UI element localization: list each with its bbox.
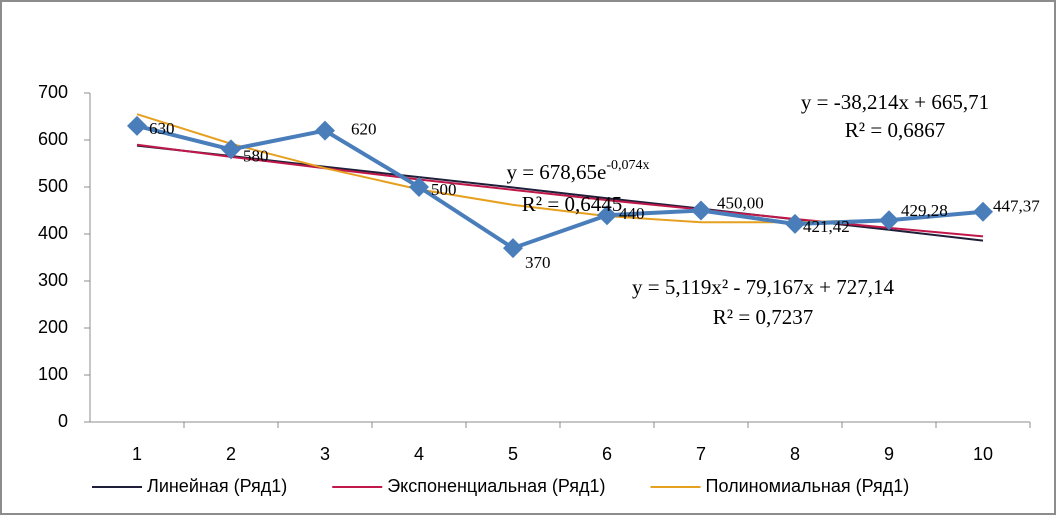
equation: y = 5,119x² - 79,167x + 727,14 [632, 275, 894, 299]
y-tick-label: 500 [38, 176, 68, 196]
equation: R² = 0,6445 [522, 192, 622, 216]
marker [221, 139, 241, 160]
data-label: 620 [351, 120, 377, 139]
data-label: 370 [525, 253, 551, 272]
x-tick-label: 2 [226, 444, 236, 464]
y-tick-label: 300 [38, 270, 68, 290]
x-tick-label: 10 [973, 444, 993, 464]
marker [409, 177, 429, 197]
equation: R² = 0,6867 [845, 118, 945, 142]
marker [597, 205, 617, 226]
x-tick-label: 6 [602, 444, 612, 464]
data-label: 500 [431, 180, 457, 199]
equation-text: y = 5,119x² - 79,167x + 727,14 [632, 275, 894, 299]
x-tick-label: 4 [414, 444, 424, 464]
data-line [136, 123, 984, 251]
equation-text: R² = 0,7237 [713, 305, 813, 329]
marker [127, 115, 147, 136]
x-tick-label: 3 [320, 444, 330, 464]
x-tick-label: 9 [884, 444, 894, 464]
marker [315, 120, 335, 141]
y-tick-label: 400 [38, 223, 68, 243]
legend-label: Экспоненциальная (Ряд1) [387, 476, 605, 496]
x-tick-label: 7 [696, 444, 706, 464]
y-tick-label: 200 [38, 317, 68, 337]
data-label: 630 [149, 119, 175, 138]
x-tick-label: 8 [790, 444, 800, 464]
equation-superscript: -0,074x [606, 158, 649, 173]
marker [503, 238, 523, 259]
data-label: 447,37 [993, 197, 1040, 216]
y-tick-label: 0 [58, 411, 68, 431]
equation: R² = 0,7237 [713, 305, 813, 329]
equation-text: R² = 0,6445 [522, 192, 622, 216]
trend-line [136, 144, 984, 242]
legend-label: Полиномиальная (Ряд1) [706, 476, 910, 496]
marker [785, 213, 805, 234]
data-label: 440 [619, 204, 645, 223]
x-tick-label: 5 [508, 444, 518, 464]
marker [691, 200, 711, 221]
equation: y = -38,214x + 665,71 [801, 90, 989, 114]
data-label: 421,42 [803, 217, 850, 236]
y-tick-label: 700 [38, 82, 68, 102]
equation-text: y = 678,65e [506, 160, 606, 184]
data-label: 450,00 [717, 193, 764, 212]
data-label: 580 [243, 146, 269, 165]
marker [973, 201, 993, 222]
equation-text: R² = 0,6867 [845, 118, 945, 142]
equation: y = 678,65e-0,074x [506, 158, 649, 184]
y-tick-label: 100 [38, 364, 68, 384]
data-label: 429,28 [901, 201, 948, 220]
y-tick-label: 600 [38, 129, 68, 149]
marker [879, 210, 899, 231]
x-tick-label: 1 [132, 444, 142, 464]
equation-text: y = -38,214x + 665,71 [801, 90, 989, 114]
legend-label: Линейная (Ряд1) [147, 476, 287, 496]
